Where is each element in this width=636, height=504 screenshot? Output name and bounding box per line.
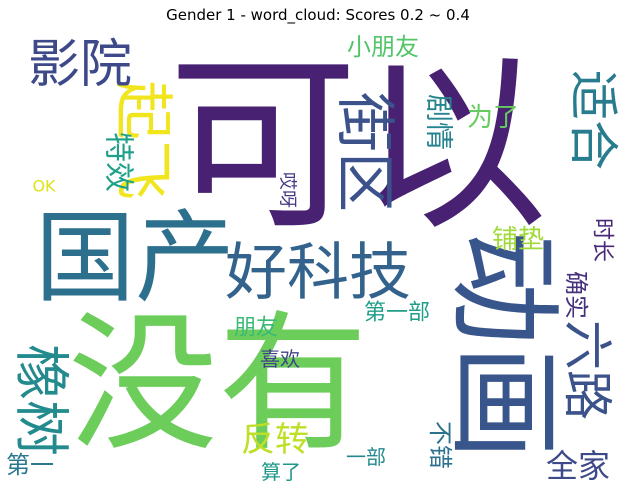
word-7: 橡树 — [8, 344, 73, 456]
word-25: 一部 — [346, 445, 386, 469]
word-18: 时长 — [590, 218, 615, 262]
word-11: 反转 — [241, 420, 309, 460]
word-14: 剧情 — [423, 94, 456, 150]
word-6: 起飞 — [107, 80, 177, 200]
word-24: 算了 — [261, 460, 301, 484]
word-4: 好科技 — [225, 236, 411, 309]
word-8: 影院 — [28, 35, 132, 95]
word-20: 第一部 — [364, 301, 430, 326]
word-28: OK — [32, 177, 56, 196]
word-16: 铺垫 — [492, 225, 544, 255]
chart-title: Gender 1 - word_cloud: Scores 0.2 ~ 0.4 — [166, 6, 470, 24]
word-2: 动画 — [436, 230, 570, 460]
word-1: 没有 — [68, 298, 368, 472]
word-22: 喜欢 — [260, 347, 300, 371]
word-3: 国产 — [35, 200, 235, 317]
word-5: 街区 — [329, 92, 399, 212]
word-21: 朋友 — [234, 316, 278, 341]
word-19: 小朋友 — [347, 33, 419, 61]
word-0: 可以 — [168, 35, 548, 256]
word-13: 特效 — [101, 132, 136, 192]
word-17: 确实 — [562, 271, 590, 319]
word-15: 为了 — [467, 103, 519, 133]
word-26: 第一 — [6, 451, 54, 479]
word-12: 全家 — [546, 447, 610, 485]
word-10: 六路 — [558, 320, 616, 420]
word-9: 适合 — [564, 70, 622, 170]
word-23: 不错 — [426, 421, 454, 469]
word-27: 哎呀 — [277, 172, 298, 208]
